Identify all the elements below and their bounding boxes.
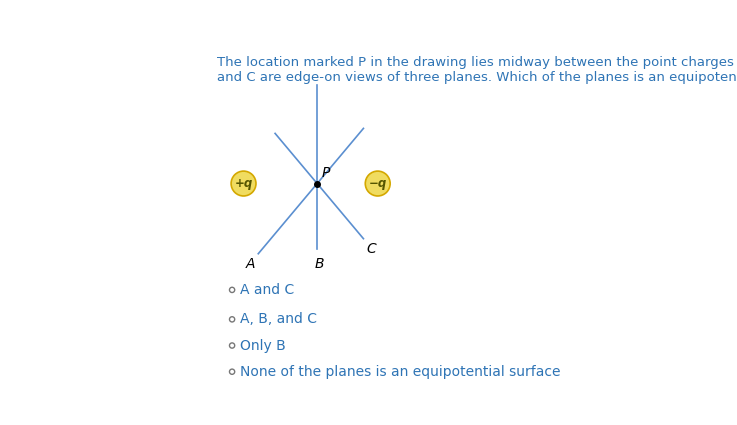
Circle shape bbox=[229, 287, 234, 292]
Text: +q: +q bbox=[234, 177, 253, 190]
Text: The location marked P in the drawing lies midway between the point charges +q an: The location marked P in the drawing lie… bbox=[217, 56, 737, 84]
Circle shape bbox=[231, 171, 256, 196]
Text: C: C bbox=[367, 242, 377, 256]
Text: Only B: Only B bbox=[240, 339, 286, 352]
Circle shape bbox=[229, 317, 234, 322]
Text: A and C: A and C bbox=[240, 283, 295, 297]
Circle shape bbox=[229, 343, 234, 348]
Text: None of the planes is an equipotential surface: None of the planes is an equipotential s… bbox=[240, 365, 561, 379]
Text: −q: −q bbox=[368, 177, 387, 190]
Text: A, B, and C: A, B, and C bbox=[240, 312, 317, 326]
Text: B: B bbox=[315, 257, 324, 271]
Text: P: P bbox=[322, 166, 330, 180]
Circle shape bbox=[229, 369, 234, 374]
Circle shape bbox=[366, 171, 390, 196]
Text: A: A bbox=[245, 257, 255, 271]
